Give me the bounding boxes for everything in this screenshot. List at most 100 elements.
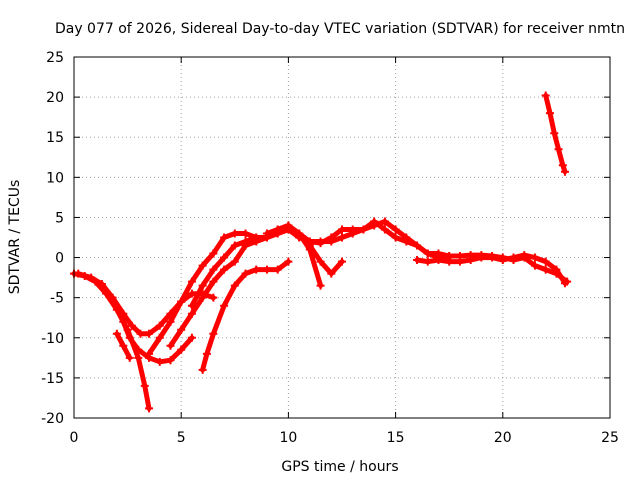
data-point (488, 253, 497, 262)
data-point (187, 309, 196, 318)
data-point (140, 381, 149, 390)
data-point (348, 225, 357, 234)
data-point (145, 404, 154, 413)
plot-area (70, 91, 572, 413)
series-track-11 (541, 91, 569, 176)
data-point (554, 145, 563, 154)
data-point (177, 345, 186, 354)
y-tick-label: -15 (41, 371, 64, 387)
data-point (380, 217, 389, 226)
data-point (498, 255, 507, 264)
series-track-4 (112, 329, 134, 362)
data-point (252, 233, 261, 242)
grid (74, 57, 610, 418)
data-point (466, 255, 475, 264)
data-point (359, 225, 368, 234)
data-point (119, 317, 128, 326)
y-tick-label: -5 (50, 291, 64, 307)
data-point (209, 277, 218, 286)
data-point (145, 329, 154, 338)
series-track-10 (413, 251, 569, 288)
data-point (530, 253, 539, 262)
data-point (145, 349, 154, 358)
data-point (220, 301, 229, 310)
series-line (120, 319, 195, 365)
series-line (200, 259, 291, 373)
data-point (262, 229, 271, 238)
x-tick-label: 5 (177, 430, 186, 446)
data-point (316, 281, 325, 290)
data-point (413, 241, 422, 250)
data-point (434, 255, 443, 264)
axis-ticks: 0 5 10 15 20 25 -20 -15 -10 -5 0 5 10 15 20 25 (41, 50, 619, 446)
data-point (391, 225, 400, 234)
y-axis-label: SDTVAR / TECUs (7, 180, 23, 295)
data-point (87, 273, 96, 282)
data-point (241, 229, 250, 238)
y-tick-label: 5 (55, 210, 64, 226)
series-track-8 (198, 257, 293, 374)
data-point (125, 333, 134, 342)
data-point (370, 217, 379, 226)
data-point (541, 91, 550, 100)
data-point (187, 277, 196, 286)
data-point (560, 279, 569, 288)
data-point (209, 265, 218, 274)
data-point (520, 251, 529, 260)
data-point (155, 357, 164, 366)
x-tick-label: 25 (601, 430, 619, 446)
data-point (380, 225, 389, 234)
x-tick-label: 20 (494, 430, 512, 446)
data-point (445, 257, 454, 266)
series-line (75, 271, 216, 337)
data-point (284, 257, 293, 266)
data-point (209, 329, 218, 338)
plot-frame (73, 56, 611, 419)
data-point (455, 257, 464, 266)
data-point (413, 255, 422, 264)
data-point (241, 269, 250, 278)
data-point (273, 265, 282, 274)
data-point (230, 281, 239, 290)
data-point (560, 167, 569, 176)
data-point (284, 221, 293, 230)
data-point (220, 233, 229, 242)
data-point (97, 280, 106, 289)
data-point (155, 321, 164, 330)
data-point (166, 356, 175, 365)
data-point (327, 233, 336, 242)
data-point (509, 253, 518, 262)
data-point (209, 249, 218, 258)
data-point (305, 237, 314, 246)
data-point (198, 261, 207, 270)
data-point (134, 345, 143, 354)
data-point (230, 257, 239, 266)
x-tick-label: 10 (279, 430, 297, 446)
data-point (187, 301, 196, 310)
data-point (230, 241, 239, 250)
data-point (166, 341, 175, 350)
y-tick-label: 25 (46, 50, 64, 66)
data-point (552, 265, 561, 274)
data-point (155, 333, 164, 342)
data-point (550, 129, 559, 138)
data-point (423, 249, 432, 258)
data-point (305, 245, 314, 254)
data-point (134, 353, 143, 362)
data-point (316, 257, 325, 266)
x-tick-label: 15 (387, 430, 405, 446)
data-point (545, 109, 554, 118)
data-point (108, 293, 117, 302)
y-tick-label: 20 (46, 90, 64, 106)
data-point (327, 269, 336, 278)
data-point (198, 365, 207, 374)
y-tick-label: -20 (41, 411, 64, 427)
y-tick-label: 0 (55, 251, 64, 267)
data-point (187, 289, 196, 298)
data-point (230, 229, 239, 238)
data-point (220, 253, 229, 262)
chart-title: Day 077 of 2026, Sidereal Day-to-day VTE… (55, 21, 625, 37)
data-point (252, 265, 261, 274)
data-point (477, 253, 486, 262)
